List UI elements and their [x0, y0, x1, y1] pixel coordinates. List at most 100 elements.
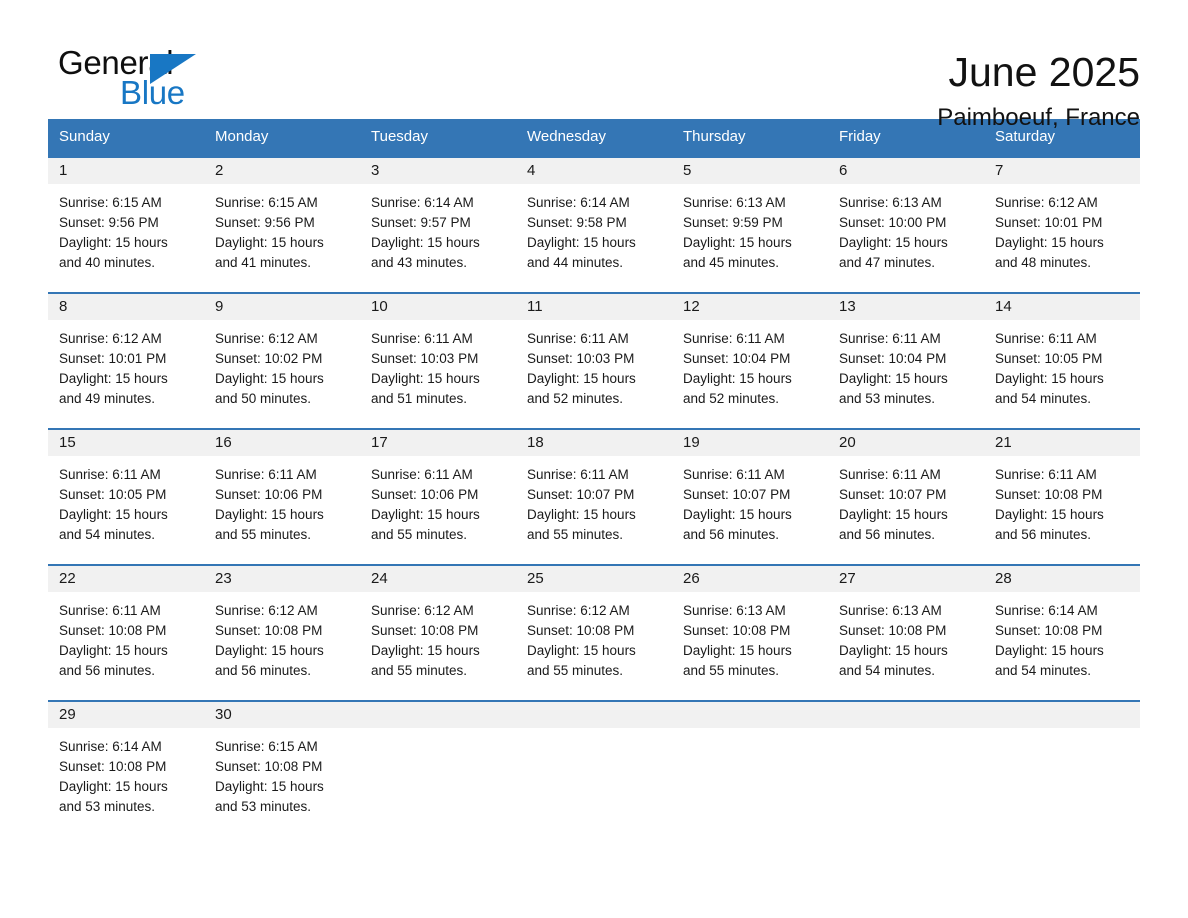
day-number: 4: [516, 158, 672, 184]
daylight-duration-line2: and 55 minutes.: [215, 527, 312, 542]
day-number: 25: [516, 566, 672, 592]
sunset-time: Sunset: 10:08 PM: [839, 623, 947, 638]
day-details: Sunrise: 6:12 AM Sunset: 10:01 PM Daylight…: [984, 184, 1140, 292]
sunrise-time: Sunrise: 6:13 AM: [839, 603, 942, 618]
daylight-duration-line1: Daylight: 15 hours: [995, 643, 1104, 658]
sunset-time: Sunset: 9:56 PM: [59, 215, 159, 230]
sunrise-time: Sunrise: 6:11 AM: [59, 603, 161, 618]
calendar-day-cell[interactable]: 28 Sunrise: 6:14 AM Sunset: 10:08 PM Daylig…: [984, 565, 1140, 701]
day-details: Sunrise: 6:12 AM Sunset: 10:08 PM Daylight…: [516, 592, 672, 700]
sunset-time: Sunset: 10:08 PM: [371, 623, 479, 638]
day-details: Sunrise: 6:11 AM Sunset: 10:04 PM Daylight…: [828, 320, 984, 428]
calendar-day-cell[interactable]: 26 Sunrise: 6:13 AM Sunset: 10:08 PM Daylig…: [672, 565, 828, 701]
day-details: Sunrise: 6:15 AM Sunset: 10:08 PM Daylight…: [204, 728, 360, 836]
sunset-time: Sunset: 10:08 PM: [995, 487, 1103, 502]
day-number: [360, 702, 516, 728]
daylight-duration-line1: Daylight: 15 hours: [215, 507, 324, 522]
daylight-duration-line2: and 53 minutes.: [839, 391, 936, 406]
day-number: 8: [48, 294, 204, 320]
daylight-duration-line1: Daylight: 15 hours: [839, 507, 948, 522]
sunset-time: Sunset: 10:07 PM: [683, 487, 791, 502]
daylight-duration-line2: and 48 minutes.: [995, 255, 1092, 270]
generalblue-logo[interactable]: General Blue: [48, 46, 238, 118]
sunrise-time: Sunrise: 6:12 AM: [371, 603, 474, 618]
daylight-duration-line1: Daylight: 15 hours: [371, 507, 480, 522]
calendar-day-cell[interactable]: 9 Sunrise: 6:12 AM Sunset: 10:02 PM Dayligh…: [204, 293, 360, 429]
calendar-day-cell[interactable]: 22 Sunrise: 6:11 AM Sunset: 10:08 PM Daylig…: [48, 565, 204, 701]
calendar-day-cell[interactable]: 2 Sunrise: 6:15 AM Sunset: 9:56 PM Daylight…: [204, 157, 360, 293]
calendar-day-cell[interactable]: 27 Sunrise: 6:13 AM Sunset: 10:08 PM Daylig…: [828, 565, 984, 701]
day-details: Sunrise: 6:14 AM Sunset: 9:58 PM Daylight:…: [516, 184, 672, 292]
day-number: 19: [672, 430, 828, 456]
calendar-day-cell[interactable]: 1 Sunrise: 6:15 AM Sunset: 9:56 PM Daylight…: [48, 157, 204, 293]
calendar-day-cell[interactable]: 16 Sunrise: 6:11 AM Sunset: 10:06 PM Daylig…: [204, 429, 360, 565]
calendar-day-cell[interactable]: 14 Sunrise: 6:11 AM Sunset: 10:05 PM Daylig…: [984, 293, 1140, 429]
calendar-day-cell[interactable]: 17 Sunrise: 6:11 AM Sunset: 10:06 PM Daylig…: [360, 429, 516, 565]
sunset-time: Sunset: 10:08 PM: [59, 623, 167, 638]
day-number: 28: [984, 566, 1140, 592]
daylight-duration-line1: Daylight: 15 hours: [215, 235, 324, 250]
daylight-duration-line1: Daylight: 15 hours: [683, 235, 792, 250]
daylight-duration-line2: and 55 minutes.: [371, 527, 468, 542]
calendar-day-cell[interactable]: 21 Sunrise: 6:11 AM Sunset: 10:08 PM Daylig…: [984, 429, 1140, 565]
calendar-day-cell[interactable]: 10 Sunrise: 6:11 AM Sunset: 10:03 PM Daylig…: [360, 293, 516, 429]
calendar-day-cell-empty: [984, 701, 1140, 836]
sunset-time: Sunset: 10:05 PM: [59, 487, 167, 502]
sunrise-time: Sunrise: 6:14 AM: [59, 739, 162, 754]
calendar-day-cell[interactable]: 7 Sunrise: 6:12 AM Sunset: 10:01 PM Dayligh…: [984, 157, 1140, 293]
sunrise-time: Sunrise: 6:11 AM: [683, 467, 785, 482]
day-number: 26: [672, 566, 828, 592]
weekday-header-tuesday: Tuesday: [360, 119, 516, 157]
calendar-day-cell[interactable]: 25 Sunrise: 6:12 AM Sunset: 10:08 PM Daylig…: [516, 565, 672, 701]
calendar-day-cell[interactable]: 15 Sunrise: 6:11 AM Sunset: 10:05 PM Daylig…: [48, 429, 204, 565]
calendar-day-cell[interactable]: 13 Sunrise: 6:11 AM Sunset: 10:04 PM Daylig…: [828, 293, 984, 429]
day-details: Sunrise: 6:11 AM Sunset: 10:08 PM Daylight…: [48, 592, 204, 700]
day-details: Sunrise: 6:11 AM Sunset: 10:07 PM Daylight…: [828, 456, 984, 564]
calendar-day-cell[interactable]: 12 Sunrise: 6:11 AM Sunset: 10:04 PM Daylig…: [672, 293, 828, 429]
calendar-day-cell[interactable]: 29 Sunrise: 6:14 AM Sunset: 10:08 PM Daylig…: [48, 701, 204, 836]
sunrise-time: Sunrise: 6:13 AM: [839, 195, 942, 210]
sunset-time: Sunset: 10:08 PM: [995, 623, 1103, 638]
daylight-duration-line2: and 44 minutes.: [527, 255, 624, 270]
day-number: 13: [828, 294, 984, 320]
calendar-day-cell[interactable]: 5 Sunrise: 6:13 AM Sunset: 9:59 PM Daylight…: [672, 157, 828, 293]
calendar-day-cell[interactable]: 18 Sunrise: 6:11 AM Sunset: 10:07 PM Daylig…: [516, 429, 672, 565]
sunrise-time: Sunrise: 6:13 AM: [683, 195, 786, 210]
day-number: 16: [204, 430, 360, 456]
sunset-time: Sunset: 10:08 PM: [215, 759, 323, 774]
calendar-day-cell[interactable]: 30 Sunrise: 6:15 AM Sunset: 10:08 PM Daylig…: [204, 701, 360, 836]
sunrise-time: Sunrise: 6:14 AM: [371, 195, 474, 210]
calendar-day-cell[interactable]: 19 Sunrise: 6:11 AM Sunset: 10:07 PM Daylig…: [672, 429, 828, 565]
daylight-duration-line1: Daylight: 15 hours: [527, 507, 636, 522]
day-details: Sunrise: 6:11 AM Sunset: 10:07 PM Daylight…: [672, 456, 828, 564]
daylight-duration-line2: and 56 minutes.: [839, 527, 936, 542]
day-details: Sunrise: 6:14 AM Sunset: 9:57 PM Daylight:…: [360, 184, 516, 292]
day-details: Sunrise: 6:11 AM Sunset: 10:03 PM Daylight…: [360, 320, 516, 428]
day-details: Sunrise: 6:13 AM Sunset: 10:08 PM Daylight…: [828, 592, 984, 700]
calendar-day-cell[interactable]: 11 Sunrise: 6:11 AM Sunset: 10:03 PM Daylig…: [516, 293, 672, 429]
calendar-day-cell[interactable]: 4 Sunrise: 6:14 AM Sunset: 9:58 PM Daylight…: [516, 157, 672, 293]
daylight-duration-line1: Daylight: 15 hours: [839, 371, 948, 386]
calendar-day-cell[interactable]: 20 Sunrise: 6:11 AM Sunset: 10:07 PM Daylig…: [828, 429, 984, 565]
sunset-time: Sunset: 10:08 PM: [527, 623, 635, 638]
calendar-day-cell[interactable]: 23 Sunrise: 6:12 AM Sunset: 10:08 PM Daylig…: [204, 565, 360, 701]
calendar-day-cell-empty: [672, 701, 828, 836]
daylight-duration-line2: and 50 minutes.: [215, 391, 312, 406]
day-number: 20: [828, 430, 984, 456]
page-subtitle: Paimboeuf, France: [937, 104, 1140, 131]
calendar-day-cell[interactable]: 3 Sunrise: 6:14 AM Sunset: 9:57 PM Daylight…: [360, 157, 516, 293]
weekday-header-monday: Monday: [204, 119, 360, 157]
calendar-day-cell[interactable]: 8 Sunrise: 6:12 AM Sunset: 10:01 PM Dayligh…: [48, 293, 204, 429]
daylight-duration-line2: and 40 minutes.: [59, 255, 156, 270]
calendar-day-cell[interactable]: 6 Sunrise: 6:13 AM Sunset: 10:00 PM Dayligh…: [828, 157, 984, 293]
daylight-duration-line1: Daylight: 15 hours: [215, 643, 324, 658]
daylight-duration-line2: and 55 minutes.: [527, 663, 624, 678]
daylight-duration-line2: and 56 minutes.: [59, 663, 156, 678]
day-details: Sunrise: 6:13 AM Sunset: 10:08 PM Daylight…: [672, 592, 828, 700]
sunset-time: Sunset: 10:04 PM: [683, 351, 791, 366]
day-details: Sunrise: 6:11 AM Sunset: 10:03 PM Daylight…: [516, 320, 672, 428]
sunrise-time: Sunrise: 6:15 AM: [215, 195, 318, 210]
calendar-day-cell[interactable]: 24 Sunrise: 6:12 AM Sunset: 10:08 PM Daylig…: [360, 565, 516, 701]
sunrise-time: Sunrise: 6:13 AM: [683, 603, 786, 618]
day-number: 12: [672, 294, 828, 320]
